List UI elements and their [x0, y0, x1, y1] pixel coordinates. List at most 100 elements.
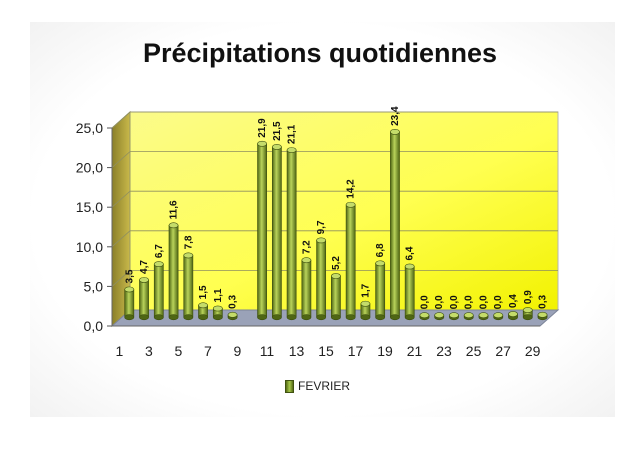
- data-label: 21,1: [287, 124, 298, 144]
- data-label: 0,0: [419, 295, 430, 309]
- bar-top: [360, 300, 371, 307]
- x-tick-label: 25: [466, 343, 482, 359]
- y-tick-label: 10,0: [76, 239, 103, 255]
- x-tick-label: 11: [260, 343, 275, 359]
- bar: [227, 311, 238, 321]
- bar-body: [316, 240, 327, 318]
- data-label: 0,0: [434, 295, 445, 309]
- data-label: 21,9: [257, 118, 268, 138]
- bar-body: [331, 275, 341, 318]
- data-label: 0,0: [464, 295, 475, 309]
- bar-base: [124, 314, 135, 321]
- bar-top: [390, 128, 400, 135]
- data-label: 6,4: [405, 246, 416, 260]
- bar-body: [345, 204, 356, 318]
- y-tick-label: 25,0: [76, 120, 103, 136]
- gridline: [111, 111, 558, 129]
- bar: [478, 312, 489, 321]
- y-tick-label: 15,0: [76, 199, 103, 215]
- bar: [271, 144, 282, 321]
- back-wall: [129, 111, 559, 311]
- bar-base: [183, 314, 194, 321]
- data-label: 6,7: [154, 244, 165, 258]
- x-tick-label: 23: [436, 343, 452, 359]
- x-tick-label: 19: [377, 343, 393, 359]
- bar-top: [508, 311, 518, 317]
- bar: [124, 286, 135, 321]
- bar: [212, 305, 223, 321]
- bar-base: [139, 314, 149, 321]
- bar-body: [271, 146, 282, 318]
- chart-title: Précipitations quotidiennes: [142, 38, 498, 68]
- bar-base: [212, 314, 223, 321]
- bar-body: [301, 259, 312, 318]
- gridline: [111, 151, 558, 168]
- x-tick-label: 21: [407, 343, 423, 359]
- bar-top: [301, 257, 312, 264]
- x-tick-label: 1: [115, 343, 123, 359]
- x-tick-label: 17: [348, 343, 364, 359]
- data-label: 14,2: [346, 179, 357, 199]
- bar: [286, 147, 297, 321]
- bar: [375, 260, 386, 321]
- bar-top: [183, 252, 194, 259]
- x-tick-label: 27: [495, 343, 511, 359]
- x-tick-label: 3: [145, 343, 153, 359]
- bar: [183, 252, 194, 321]
- bar: [257, 140, 267, 321]
- data-label: 0,0: [449, 295, 460, 309]
- bar: [390, 128, 400, 321]
- bar-body: [183, 255, 194, 318]
- bar-top: [168, 222, 179, 229]
- data-label: 5,2: [331, 256, 342, 270]
- data-label: 6,8: [375, 243, 386, 257]
- bar: [153, 261, 164, 321]
- bar-body: [168, 225, 179, 318]
- legend-label: FEVRIER: [298, 379, 351, 393]
- gridline: [111, 190, 558, 208]
- data-label: 1,5: [198, 285, 209, 299]
- bar-body: [286, 149, 297, 318]
- data-label: 7,8: [183, 235, 194, 249]
- bar-top: [537, 311, 548, 318]
- bar-base: [286, 314, 297, 321]
- bar: [331, 273, 341, 321]
- bar: [508, 311, 518, 321]
- bar: [198, 302, 208, 321]
- bar-body: [375, 263, 386, 318]
- bar-base: [198, 314, 208, 321]
- bar-base: [375, 314, 386, 321]
- bar-base: [301, 314, 312, 321]
- bar-top: [522, 307, 533, 313]
- x-tick-label: 7: [204, 343, 212, 359]
- bar: [360, 300, 371, 321]
- bar-top: [286, 147, 297, 153]
- bar: [345, 201, 356, 321]
- bar-base: [360, 314, 371, 321]
- bar-body: [404, 266, 415, 318]
- data-label: 0,9: [523, 290, 534, 304]
- bar-body: [257, 143, 267, 318]
- bar-base: [345, 314, 356, 321]
- bar: [463, 312, 474, 321]
- bar-base: [153, 314, 164, 321]
- bar-top: [478, 312, 489, 319]
- legend-swatch: [285, 379, 294, 393]
- data-label: 23,4: [390, 106, 401, 126]
- x-tick-label: 13: [289, 343, 305, 359]
- data-label: 3,5: [124, 269, 135, 283]
- bar-top: [257, 140, 267, 147]
- bar-top: [198, 302, 208, 309]
- bar: [419, 312, 430, 321]
- y-tick-label: 20,0: [76, 160, 103, 176]
- bar: [449, 312, 459, 321]
- x-tick-label: 15: [318, 343, 334, 359]
- bar-top: [463, 312, 474, 319]
- bar: [301, 257, 312, 321]
- bar-base: [168, 314, 179, 321]
- legend: FEVRIER: [285, 378, 350, 394]
- bar-top: [345, 201, 356, 208]
- bar: [139, 277, 149, 321]
- y-tick-label: 5,0: [84, 278, 104, 294]
